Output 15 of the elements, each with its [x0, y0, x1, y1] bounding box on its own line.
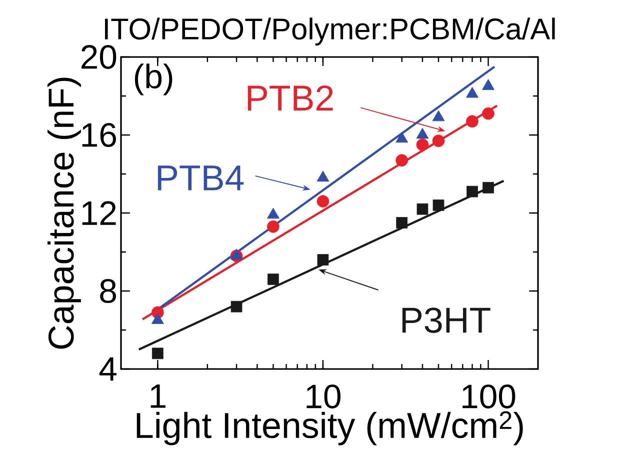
annotation: (b)	[134, 64, 172, 96]
legend-label: PTB4	[158, 166, 244, 190]
y-tick-label: 20	[82, 45, 116, 69]
y-tick-label: 4	[99, 357, 116, 381]
y-axis-title: Capacitance (nF)	[48, 78, 81, 349]
chart-title: ITO/PEDOT/Polymer:PCBM/Ca/Al	[105, 18, 555, 46]
x-tick-label: 10	[306, 384, 340, 408]
y-tick-label: 8	[100, 279, 116, 303]
text: P3HT	[402, 308, 490, 333]
y-tick-label: 16	[82, 123, 116, 147]
x-axis-title: Light Intensity (mW/cm$^{2}$)	[136, 411, 523, 446]
y-tick-label: 12	[82, 201, 116, 225]
x-tick-label: 100	[462, 384, 516, 408]
x-tick-label: 1	[150, 384, 166, 408]
legend-label: PTB2	[248, 85, 333, 110]
